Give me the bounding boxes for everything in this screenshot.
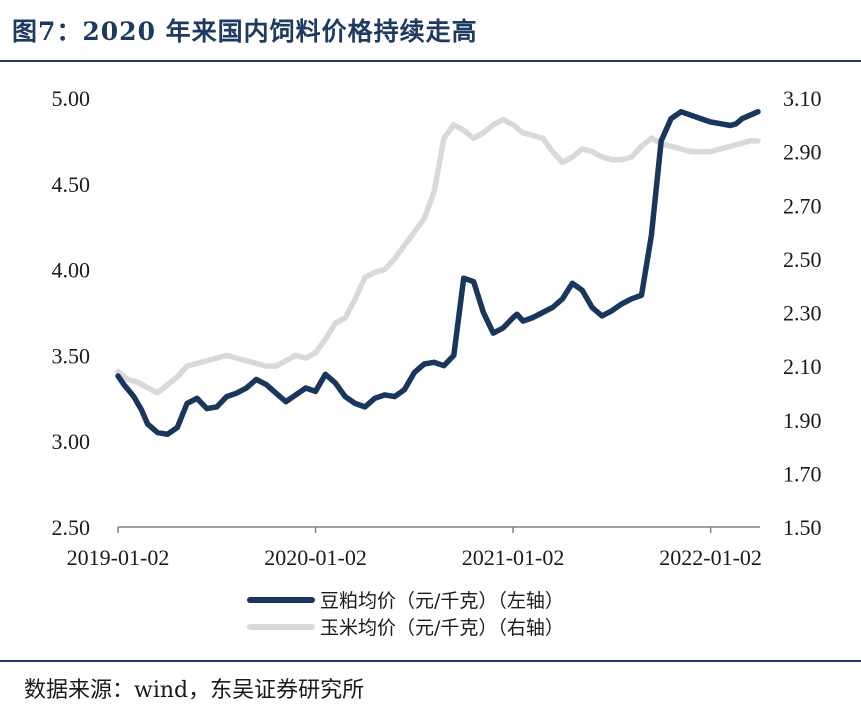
y-left-tick-label: 3.00	[52, 429, 91, 454]
y-left-tick-label: 5.00	[52, 86, 91, 111]
y-right-tick-label: 2.70	[783, 193, 822, 218]
y-right-tick-label: 2.90	[783, 140, 822, 165]
series-line-soy	[115, 108, 761, 438]
line-chart: 2019-01-02 2020-01-02 2021-01-02 2022-01-02…	[52, 86, 822, 639]
y-right-tick-label: 1.70	[783, 461, 822, 486]
series-line-corn	[115, 116, 761, 396]
x-tick-label: 2021-01-02	[462, 545, 565, 570]
chart-legend: 豆粕均价（元/千克）（左轴） 玉米均价（元/千克）（右轴）	[247, 590, 564, 639]
y-right-tick-label: 1.90	[783, 408, 822, 433]
x-tick-label: 2022-01-02	[659, 545, 762, 570]
source-note: 数据来源：wind，东吴证券研究所	[24, 678, 365, 703]
y-right-tick-label: 3.10	[783, 86, 822, 111]
series-soy-group	[115, 108, 761, 438]
page-title: 图7：2020 年来国内饲料价格持续走高	[12, 17, 478, 46]
y-left-tick-label: 3.50	[52, 343, 91, 368]
y-right-tick-label: 2.50	[783, 247, 822, 272]
y-right-tick-label: 2.10	[783, 354, 822, 379]
bottom-divider	[0, 660, 861, 662]
series-corn-group	[115, 116, 761, 396]
y-left-tick-label: 4.00	[52, 258, 91, 283]
chart-axes: 2019-01-02 2020-01-02 2021-01-02 2022-01-02…	[52, 86, 822, 570]
top-divider	[0, 60, 861, 62]
y-right-tick-label: 1.50	[783, 515, 822, 540]
y-right-tick-label: 2.30	[783, 301, 822, 326]
y-left-tick-label: 4.50	[52, 172, 91, 197]
legend-label-soy: 豆粕均价（元/千克）（左轴）	[320, 590, 564, 612]
x-tick-label: 2020-01-02	[264, 545, 367, 570]
legend-label-corn: 玉米均价（元/千克）（右轴）	[320, 617, 564, 639]
x-tick-label: 2019-01-02	[67, 545, 170, 570]
y-left-tick-label: 2.50	[52, 515, 91, 540]
